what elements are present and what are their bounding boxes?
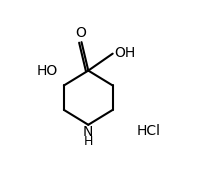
Text: OH: OH [115,46,136,60]
Text: HCl: HCl [137,124,161,138]
Text: O: O [75,26,86,40]
Text: N: N [83,125,93,139]
Text: HO: HO [37,64,58,78]
Text: H: H [84,135,93,148]
